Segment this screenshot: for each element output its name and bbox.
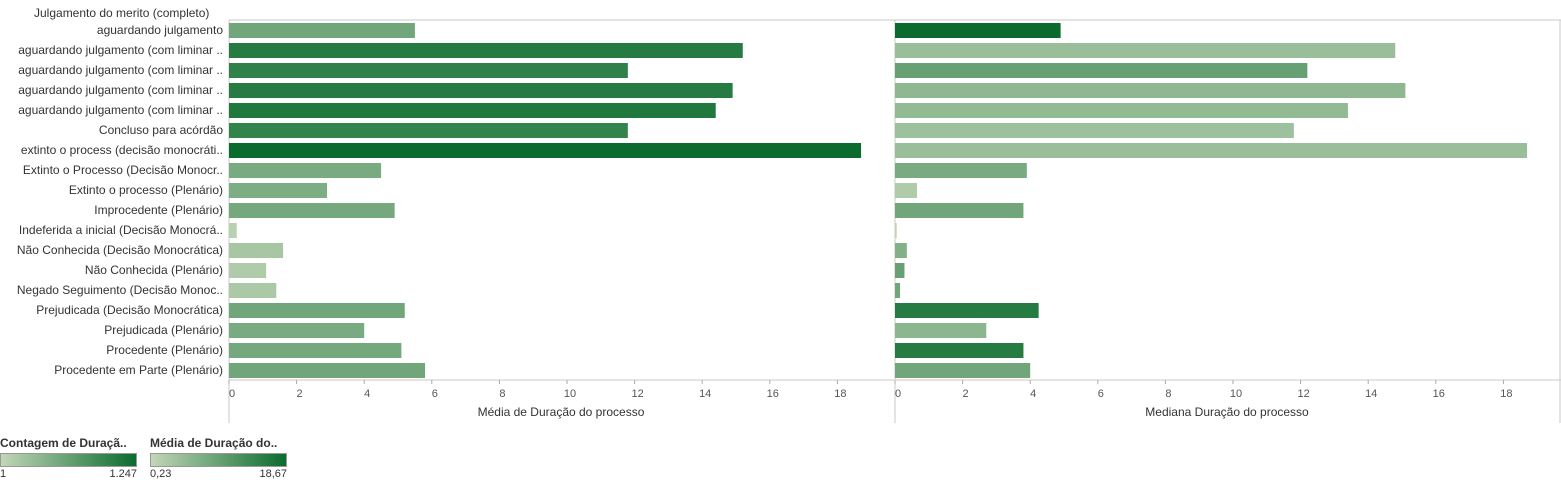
category-labels: aguardando julgamento aguardando julgamen… (17, 23, 223, 377)
tick-label: 10 (564, 388, 576, 400)
legend-count-title: Contagem de Duraçã.. (0, 436, 127, 450)
legend-mean: Média de Duração do.. 0,23 18,67 (150, 436, 287, 480)
tick-label: 8 (499, 388, 505, 400)
bar[interactable] (895, 343, 1024, 358)
tick-label: 6 (432, 388, 438, 400)
legend-mean-title: Média de Duração do.. (150, 436, 278, 450)
panel-2: 0 2 4 6 8 10 12 14 16 18 Mediana Duração do proces… (894, 20, 1561, 423)
bar[interactable] (229, 243, 284, 258)
bar[interactable] (229, 163, 382, 178)
legend-mean-max: 18,67 (259, 468, 287, 480)
category-label: Procedente em Parte (Plenário) (54, 363, 223, 377)
bar[interactable] (229, 83, 733, 98)
legend-count-min: 1 (0, 468, 7, 480)
category-label: Prejudicada (Decisão Monocrática) (36, 303, 223, 317)
category-label: aguardando julgamento (com liminar .. (18, 83, 223, 97)
category-label: Extinto o processo (Plenário) (69, 183, 223, 197)
bar[interactable] (229, 323, 365, 338)
tick-label: 16 (1433, 388, 1445, 400)
category-label: extinto o process (decisão monocráti.. (21, 143, 223, 157)
x-axis-title: Mediana Duração do processo (1145, 405, 1309, 419)
bar[interactable] (895, 83, 1406, 98)
bar[interactable] (229, 43, 743, 58)
category-label: Concluso para acórdão (99, 123, 223, 137)
tick-label: 18 (1500, 388, 1512, 400)
category-label: Procedente (Plenário) (106, 343, 223, 357)
bar[interactable] (895, 203, 1024, 218)
category-label: Não Conhecida (Plenário) (85, 263, 223, 277)
bar[interactable] (229, 103, 716, 118)
tick-label: 0 (229, 388, 235, 400)
tick-label: 0 (895, 388, 901, 400)
category-label: Extinto o Processo (Decisão Monocr.. (23, 163, 223, 177)
legend-count: Contagem de Duraçã.. 1 1.247 (0, 436, 137, 480)
bar[interactable] (895, 23, 1061, 38)
panel-1: 0 2 4 6 8 10 12 14 16 18 Média de Duração do proce… (228, 20, 894, 423)
tick-label: 8 (1165, 388, 1171, 400)
tick-label: 6 (1098, 388, 1104, 400)
tick-label: 4 (1030, 388, 1036, 400)
tick-label: 4 (364, 388, 370, 400)
tick-label: 16 (767, 388, 779, 400)
bar[interactable] (229, 23, 415, 38)
tick-label: 10 (1230, 388, 1242, 400)
bar[interactable] (895, 123, 1294, 138)
bar[interactable] (229, 263, 267, 278)
bar[interactable] (895, 323, 987, 338)
bar[interactable] (895, 223, 897, 238)
tick-label: 14 (699, 388, 711, 400)
category-label: Prejudicada (Plenário) (104, 323, 223, 337)
bar[interactable] (895, 363, 1031, 378)
tick-label: 18 (834, 388, 846, 400)
tick-label: 2 (297, 388, 303, 400)
legend-mean-gradient (150, 453, 287, 467)
category-label: aguardando julgamento (com liminar .. (18, 63, 223, 77)
category-label: aguardando julgamento (com liminar .. (18, 103, 223, 117)
tick-label: 12 (631, 388, 643, 400)
bar[interactable] (229, 63, 628, 78)
bar[interactable] (229, 363, 426, 378)
category-label: Não Conhecida (Decisão Monocrática) (17, 243, 223, 257)
category-label: Negado Seguimento (Decisão Monoc.. (17, 283, 223, 297)
bar[interactable] (229, 143, 862, 158)
bar[interactable] (895, 63, 1308, 78)
bar[interactable] (229, 183, 328, 198)
bar[interactable] (895, 243, 907, 258)
x-axis-title: Média de Duração do processo (478, 405, 645, 419)
bar[interactable] (895, 303, 1039, 318)
bar[interactable] (895, 163, 1027, 178)
bar[interactable] (895, 183, 917, 198)
bar[interactable] (895, 103, 1348, 118)
tick-label: 14 (1365, 388, 1377, 400)
bar-panels: 0 2 4 6 8 10 12 14 16 18 Média de Duração do proce… (228, 20, 1561, 423)
bar[interactable] (895, 143, 1528, 158)
tick-label: 2 (963, 388, 969, 400)
legend-count-max: 1.247 (109, 468, 137, 480)
tick-label: 12 (1297, 388, 1309, 400)
bar[interactable] (895, 43, 1396, 58)
bar[interactable] (229, 283, 277, 298)
legend-mean-min: 0,23 (150, 468, 172, 480)
bar[interactable] (229, 123, 628, 138)
category-label: aguardando julgamento (97, 23, 223, 37)
bar[interactable] (229, 223, 237, 238)
chart-svg: Julgamento do merito (completo) aguardan… (17, 6, 1561, 423)
category-label: Improcedente (Plenário) (94, 203, 223, 217)
bar[interactable] (895, 283, 901, 298)
category-label: Indeferida a inicial (Decisão Monocrá.. (19, 223, 223, 237)
bar[interactable] (895, 263, 905, 278)
bar[interactable] (229, 343, 402, 358)
category-label: aguardando julgamento (com liminar .. (18, 43, 223, 57)
header-title: Julgamento do merito (completo) (34, 6, 209, 20)
bar[interactable] (229, 303, 405, 318)
bar[interactable] (229, 203, 395, 218)
legend-count-gradient (0, 453, 137, 467)
